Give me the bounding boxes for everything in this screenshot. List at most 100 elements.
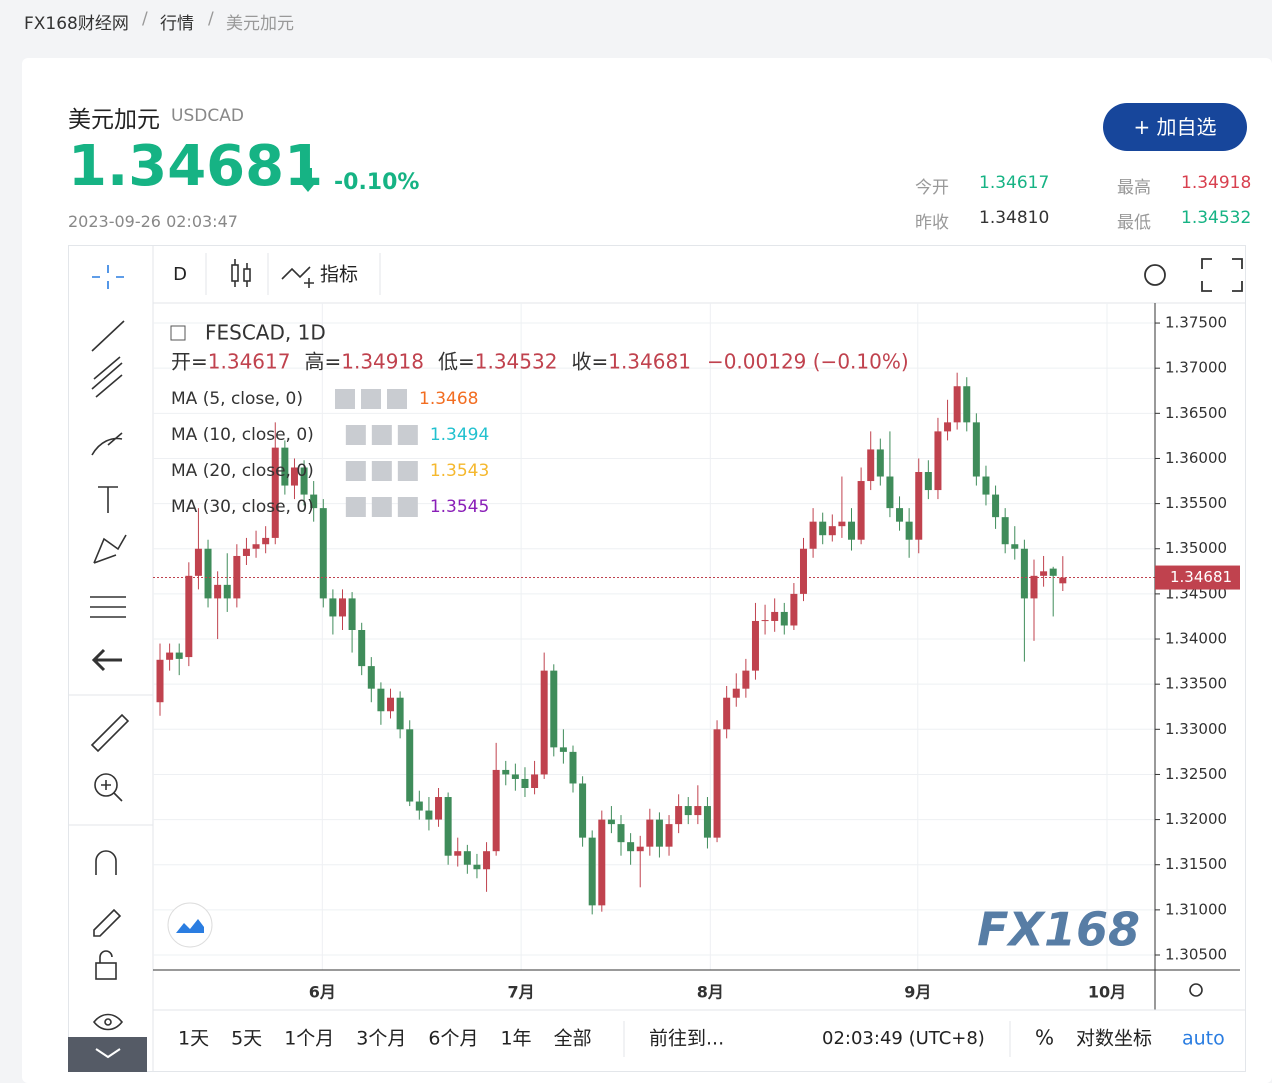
clock: 02:03:49 (UTC+8) — [822, 1028, 985, 1049]
candle-body — [694, 806, 702, 816]
breadcrumb-link[interactable]: FX168财经网 — [24, 14, 129, 34]
candle-body — [972, 422, 980, 477]
stat-label: 最低 — [1117, 213, 1151, 233]
logo-button[interactable] — [167, 902, 213, 948]
candle-body — [742, 670, 750, 689]
candle-body — [579, 783, 587, 838]
candle-body — [896, 508, 904, 522]
ma-control[interactable] — [397, 425, 418, 445]
y-tick-label: 1.31000 — [1165, 900, 1227, 918]
ma-control[interactable] — [361, 389, 381, 409]
candle-body — [684, 806, 692, 816]
range-button[interactable]: 1个月 — [284, 1028, 334, 1050]
candle-body — [934, 431, 942, 491]
ohlc-label: 高= — [304, 350, 341, 374]
candle-body — [233, 555, 241, 599]
candle-body — [809, 521, 817, 549]
watch-button[interactable]: + 加自选 — [1103, 103, 1247, 151]
percent-toggle[interactable]: % — [1035, 1026, 1054, 1050]
quote-symbol: USDCAD — [171, 106, 244, 126]
candle-body — [252, 544, 260, 549]
down-arrow — [298, 168, 318, 192]
candle-body — [463, 851, 471, 865]
candle-body — [598, 819, 606, 906]
ohlc-label: 收= — [571, 350, 608, 374]
goto-button[interactable]: 前往到... — [649, 1028, 724, 1050]
ma-control[interactable] — [345, 461, 366, 481]
ma-control[interactable] — [397, 497, 418, 517]
candle-body — [1030, 575, 1038, 599]
candle-body — [723, 697, 731, 730]
range-button[interactable]: 6个月 — [428, 1028, 478, 1050]
ma-control[interactable] — [345, 497, 366, 517]
y-tick-label: 1.35500 — [1165, 494, 1227, 512]
y-tick-label: 1.35000 — [1165, 539, 1227, 557]
y-tick-label: 1.33500 — [1165, 675, 1227, 693]
candle-body — [348, 598, 356, 630]
y-tick-label: 1.30500 — [1165, 946, 1227, 964]
watermark: FX168 — [977, 903, 1140, 957]
y-tick-label: 1.37500 — [1165, 314, 1227, 332]
candle-body — [569, 751, 577, 784]
candle-body — [511, 774, 519, 779]
last-price-label: 1.34681 — [1170, 568, 1232, 586]
range-button[interactable]: 1天 — [178, 1028, 209, 1050]
settings[interactable] — [1144, 264, 1166, 286]
breadcrumb-current: 美元加元 — [226, 14, 294, 34]
log-toggle[interactable]: 对数坐标 — [1076, 1028, 1152, 1050]
interval[interactable]: D — [173, 264, 187, 285]
candle-body — [492, 769, 500, 852]
ma-control[interactable] — [371, 497, 392, 517]
candle-body — [387, 697, 395, 712]
range-button[interactable]: 3个月 — [356, 1028, 406, 1050]
indicator-icon[interactable] — [281, 266, 314, 288]
auto-toggle[interactable]: auto — [1182, 1028, 1225, 1050]
candle-body — [214, 584, 222, 599]
candle-body — [780, 611, 788, 626]
candle-body — [262, 537, 270, 545]
ma-value: 1.3543 — [430, 461, 489, 481]
ma-control[interactable] — [387, 389, 407, 409]
quote-price: 1.34681 — [68, 134, 324, 199]
ohlc-value: 1.34617 — [208, 350, 291, 374]
candle-body — [415, 801, 423, 811]
ma-control[interactable] — [371, 425, 392, 445]
range-button[interactable]: 5天 — [231, 1028, 262, 1050]
y-tick-label: 1.36500 — [1165, 404, 1227, 422]
candle-body — [627, 842, 635, 852]
candle-body — [655, 819, 663, 847]
candle-body — [338, 598, 346, 617]
candle-body — [944, 422, 952, 432]
quote-time: 2023-09-26 02:03:47 — [68, 212, 238, 231]
ma-value: 1.3494 — [430, 425, 489, 445]
candle-body — [905, 521, 913, 540]
x-tick-label: 8月 — [697, 983, 724, 1002]
ohlc-label: 开= — [171, 350, 208, 374]
breadcrumb-link[interactable]: 行情 — [160, 14, 194, 34]
ma-control[interactable] — [335, 389, 355, 409]
axis-settings[interactable] — [1189, 983, 1203, 997]
fullscreen[interactable] — [1201, 258, 1243, 292]
candle-body — [732, 688, 740, 698]
candle-body — [751, 620, 759, 671]
candle-body — [473, 864, 481, 870]
stat-value: 1.34617 — [979, 173, 1050, 193]
y-tick-label: 1.33000 — [1165, 720, 1227, 738]
drawing-tools[interactable] — [90, 265, 130, 1031]
candle-body — [396, 697, 404, 730]
ma-control[interactable] — [397, 461, 418, 481]
collapse-box[interactable] — [170, 325, 186, 341]
expand-tab[interactable] — [68, 1037, 147, 1072]
candle-body — [1001, 517, 1009, 545]
indicators[interactable]: 指标 — [320, 264, 358, 286]
range-button[interactable]: 1年 — [500, 1028, 531, 1050]
range-button[interactable]: 全部 — [554, 1028, 592, 1050]
candle-body — [1011, 544, 1019, 549]
ma-control[interactable] — [371, 461, 392, 481]
chart-type-icon[interactable] — [231, 259, 251, 287]
candle-body — [175, 652, 183, 659]
candle-body — [1040, 571, 1048, 576]
candle-body — [703, 806, 711, 838]
ma-control[interactable] — [345, 425, 366, 445]
chart-widget: D 指标 FX168 1.30500 1.31000 1.31500 1.32000 1… — [68, 245, 1246, 1072]
